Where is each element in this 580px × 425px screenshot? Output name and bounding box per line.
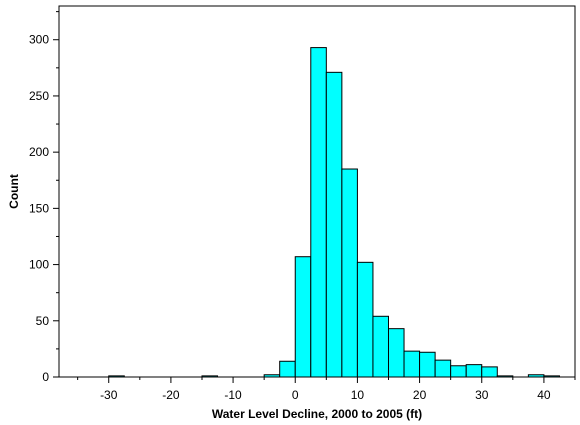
histogram-bar [465,364,483,378]
x-tick-label: 20 [413,388,427,402]
y-axis-label: Count [7,174,21,209]
y-tick-label: 0 [42,370,49,384]
x-axis-label: Water Level Decline, 2000 to 2005 (ft) [212,407,422,421]
histogram-bar [403,350,421,378]
histogram-bar [325,71,343,378]
histogram-bar [450,365,467,378]
histogram-bar [341,168,358,378]
histogram-bar [387,328,405,378]
x-tick-label: -30 [100,388,118,402]
histogram-bar [356,261,374,378]
x-tick-label: -10 [224,388,242,402]
x-tick-label: 0 [292,388,299,402]
histogram-bar [434,359,452,378]
x-axis-ticks: -30 -20 -10 0 10 20 30 40 [77,377,576,402]
y-tick-label: 50 [36,314,50,328]
y-axis-ticks: 0 50 100 150 200 250 300 [29,11,59,384]
x-tick-label: 30 [475,388,489,402]
y-tick-label: 200 [29,145,49,159]
histogram-bar [481,366,498,378]
histogram-bar [419,351,436,378]
histogram-bar [372,315,389,378]
x-tick-label: 40 [537,388,551,402]
histogram-bar [294,256,312,378]
plot-frame [58,5,576,378]
y-tick-label: 100 [29,258,49,272]
y-tick-label: 300 [29,33,49,47]
y-tick-label: 250 [29,89,49,103]
x-tick-label: -20 [162,388,180,402]
y-tick-label: 150 [29,201,49,215]
bars-group [108,47,560,378]
histogram-bar [279,360,296,378]
histogram-bar [310,47,327,378]
x-tick-label: 10 [351,388,365,402]
